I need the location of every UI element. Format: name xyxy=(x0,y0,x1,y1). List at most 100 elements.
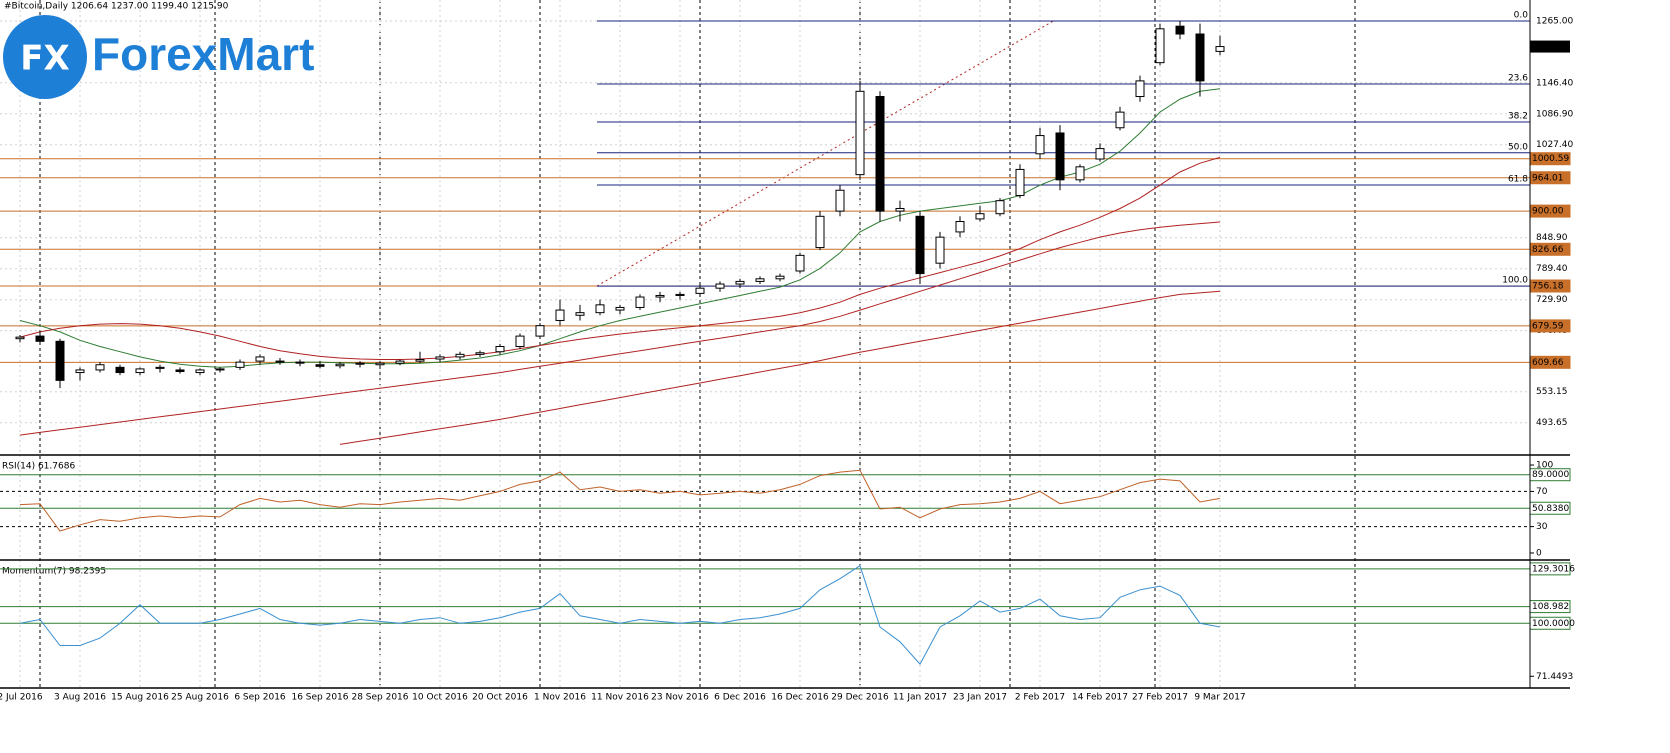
candle-body xyxy=(535,325,545,337)
candle-body xyxy=(1135,80,1145,98)
x-tick-label: 3 Aug 2016 xyxy=(54,693,106,703)
trend-line xyxy=(596,19,1056,287)
x-tick-label: 16 Dec 2016 xyxy=(771,693,829,703)
candle-body xyxy=(135,368,145,374)
x-tick-label: 11 Nov 2016 xyxy=(591,693,649,703)
indicator-line xyxy=(19,221,1221,436)
y-tick-label: 553.15 xyxy=(1536,387,1568,397)
candle-body xyxy=(715,283,725,289)
candle-body xyxy=(655,294,665,298)
candle-body xyxy=(195,369,205,374)
candle-body xyxy=(755,278,765,282)
level-label: 1000.59 xyxy=(1532,154,1569,164)
candle-body xyxy=(255,356,265,362)
candle-body xyxy=(295,361,305,364)
candle-body xyxy=(1015,168,1025,196)
candle-body xyxy=(55,340,65,381)
fib-label: 50.0 xyxy=(1508,142,1528,152)
candle-body xyxy=(435,356,445,360)
candle-body xyxy=(455,353,465,358)
panel-title: Momentum(7) 98.2395 xyxy=(2,567,106,577)
candle-body xyxy=(275,360,285,363)
candle-body xyxy=(1215,46,1225,52)
candle-body xyxy=(675,293,685,296)
level-label: 50.8380 xyxy=(1532,504,1569,514)
y-tick-label: 1265.00 xyxy=(1536,16,1573,26)
x-tick-label: 1 Nov 2016 xyxy=(534,693,586,703)
candle-body xyxy=(415,359,425,362)
candle-body xyxy=(935,236,945,264)
candle-body xyxy=(475,352,485,355)
x-tick-label: 29 Dec 2016 xyxy=(831,693,889,703)
candle-body xyxy=(575,312,585,316)
candle-body xyxy=(555,309,565,321)
x-tick-label: 15 Aug 2016 xyxy=(111,693,169,703)
candle-body xyxy=(695,287,705,294)
header: #Bitcoin,Daily 1206.64 1237.00 1199.40 1… xyxy=(4,2,229,12)
candle-body xyxy=(775,275,785,280)
y-tick-label: 1027.40 xyxy=(1536,140,1573,150)
candle-body xyxy=(835,189,845,212)
level-label: 609.66 xyxy=(1532,358,1564,368)
x-tick-label: 27 Feb 2017 xyxy=(1132,693,1188,703)
x-tick-label: 10 Oct 2016 xyxy=(412,693,468,703)
level-label: 89.0000 xyxy=(1532,470,1569,480)
level-label: 100.0000 xyxy=(1532,619,1575,629)
candle-body xyxy=(615,306,625,311)
candle-body xyxy=(355,362,365,365)
plot-background xyxy=(0,0,1530,688)
x-tick-label: 6 Dec 2016 xyxy=(714,693,766,703)
candle-body xyxy=(955,221,965,233)
candle-body xyxy=(155,366,165,369)
level-label: 826.66 xyxy=(1532,245,1564,255)
y-tick-label: 1086.90 xyxy=(1536,109,1573,119)
y-tick-label: 729.90 xyxy=(1536,295,1568,305)
candle-body xyxy=(1095,148,1105,160)
candle-body xyxy=(1195,33,1205,82)
candle-body xyxy=(795,254,805,272)
last-price-label: 1215.90 xyxy=(1532,42,1569,52)
indicator-line xyxy=(339,290,1221,445)
candle-body xyxy=(1155,28,1165,64)
level-label: 756.18 xyxy=(1532,282,1564,292)
x-tick-label: 11 Jan 2017 xyxy=(893,693,947,703)
y-tick-label: 493.65 xyxy=(1536,418,1568,428)
x-tick-label: 2 Feb 2017 xyxy=(1015,693,1065,703)
y-tick-label: 0 xyxy=(1536,548,1542,558)
fib-label: 0.0 xyxy=(1514,10,1529,20)
fib-label: 61.8 xyxy=(1508,175,1528,185)
y-tick-label: 70 xyxy=(1536,487,1548,497)
x-tick-label: 2 Jul 2016 xyxy=(0,693,43,703)
candle-body xyxy=(35,335,45,342)
indicator-line xyxy=(19,564,1221,665)
candle-body xyxy=(235,361,245,368)
y-tick-label: 30 xyxy=(1536,522,1548,532)
candle-body xyxy=(395,360,405,364)
level-label: 129.3016 xyxy=(1532,564,1575,574)
candle-body xyxy=(1175,25,1185,35)
candle-body xyxy=(915,215,925,275)
level-label: 108.982 xyxy=(1532,602,1569,612)
level-label: 900.00 xyxy=(1532,207,1564,217)
y-tick-label: 100 xyxy=(1536,461,1553,471)
x-tick-label: 23 Nov 2016 xyxy=(651,693,709,703)
candle-body xyxy=(335,363,345,367)
fib-label: 38.2 xyxy=(1508,112,1528,122)
candle-body xyxy=(635,296,645,308)
y-tick-label: 789.40 xyxy=(1536,264,1568,274)
fib-label: 23.6 xyxy=(1508,74,1528,84)
fib-label: 100.0 xyxy=(1502,276,1528,286)
candle-body xyxy=(95,364,105,371)
candle-body xyxy=(515,335,525,348)
panel-title: RSI(14) 61.7686 xyxy=(2,462,75,472)
candle-body xyxy=(15,336,25,340)
x-tick-label: 14 Feb 2017 xyxy=(1072,693,1128,703)
candle-body xyxy=(1115,111,1125,129)
x-tick-label: 16 Sep 2016 xyxy=(291,693,348,703)
x-tick-label: 25 Aug 2016 xyxy=(171,693,229,703)
candle-body xyxy=(1055,132,1065,181)
candle-body xyxy=(855,90,865,176)
candle-body xyxy=(1075,166,1085,181)
candle-body xyxy=(115,366,125,374)
